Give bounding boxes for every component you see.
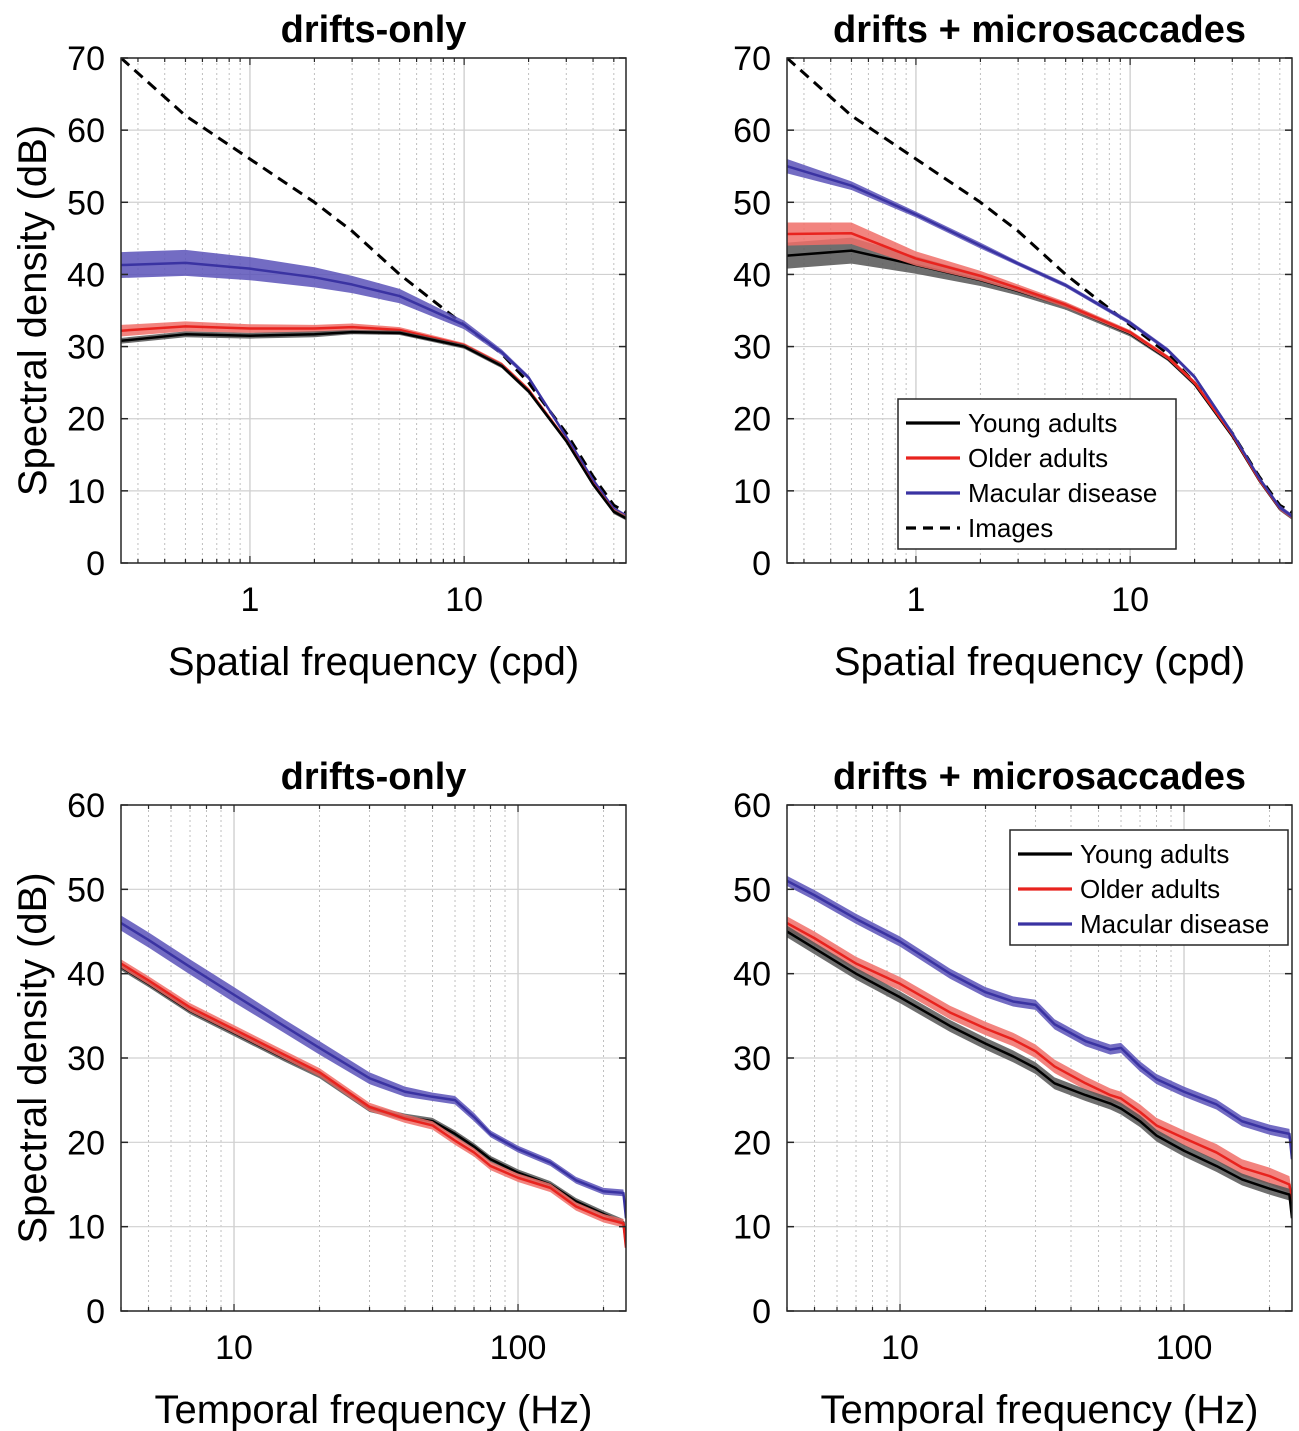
grid xyxy=(120,804,626,1312)
chart-panel-3: 0 10 20 30 40 50 60 10 100 drifts-only Temporal fr… xyxy=(11,756,627,1431)
chart-title: drifts-only xyxy=(281,756,467,798)
y-tick-label: 0 xyxy=(752,1293,771,1331)
y-tick-label: 30 xyxy=(67,329,105,367)
y-tick-label: 10 xyxy=(733,1209,771,1247)
grid xyxy=(121,57,626,564)
y-tick-label: 10 xyxy=(67,1209,105,1247)
y-tick-label: 40 xyxy=(733,256,771,294)
y-tick-label: 0 xyxy=(86,1293,105,1331)
chart-panel-4: 0 10 20 30 40 50 60 10 100 drifts + microsaccades… xyxy=(733,756,1293,1431)
x-axis-label: Temporal frequency (Hz) xyxy=(155,1388,593,1431)
y-tick-label: 10 xyxy=(67,473,105,511)
series-line xyxy=(121,922,626,1219)
series-older-adults xyxy=(121,959,626,1252)
y-tick-label: 50 xyxy=(733,871,771,909)
y-tick-label: 60 xyxy=(733,112,771,150)
y-tick-label: 0 xyxy=(752,545,771,583)
series-macular-disease xyxy=(121,915,626,1222)
series-line xyxy=(787,930,1292,1219)
chart-title: drifts + microsaccades xyxy=(833,756,1246,798)
legend: Young adults Older adults Macular disease xyxy=(1009,829,1289,946)
legend-label: Young adults xyxy=(968,408,1117,438)
x-tick-label: 10 xyxy=(881,1329,919,1367)
legend-label: Older adults xyxy=(1080,874,1220,904)
series-macular-disease xyxy=(787,875,1292,1165)
series-macular-disease xyxy=(121,249,626,519)
y-tick-label: 40 xyxy=(733,956,771,994)
y-tick-label: 20 xyxy=(67,1124,105,1162)
x-tick-label: 10 xyxy=(215,1329,253,1367)
x-tick-label: 1 xyxy=(240,581,259,619)
series-young-adults xyxy=(121,329,626,521)
error-band xyxy=(121,329,626,521)
data-area xyxy=(121,58,626,521)
y-tick-label: 20 xyxy=(733,401,771,439)
series-line xyxy=(121,261,626,518)
legend-label: Older adults xyxy=(968,443,1108,473)
x-axis-label: Spatial frequency (cpd) xyxy=(834,640,1245,684)
data-area xyxy=(121,915,626,1252)
y-axis-label: Spectral density (dB) xyxy=(11,125,55,496)
y-tick-label: 20 xyxy=(67,401,105,439)
legend-label: Macular disease xyxy=(968,478,1157,508)
y-tick-label: 40 xyxy=(67,956,105,994)
error-band xyxy=(121,959,626,1252)
chart-title: drifts + microsaccades xyxy=(833,9,1246,51)
x-tick-label: 100 xyxy=(490,1329,547,1367)
x-axis-label: Spatial frequency (cpd) xyxy=(168,640,579,684)
error-band xyxy=(121,915,626,1222)
series-line xyxy=(121,962,626,1248)
y-tick-label: 0 xyxy=(86,545,105,583)
y-tick-label: 50 xyxy=(67,184,105,222)
series-line xyxy=(787,879,1292,1160)
legend-label: Images xyxy=(968,513,1053,543)
legend-label: Macular disease xyxy=(1080,909,1269,939)
y-tick-label: 10 xyxy=(733,473,771,511)
error-band xyxy=(787,925,1292,1225)
x-tick-label: 10 xyxy=(445,581,483,619)
y-tick-label: 30 xyxy=(733,1040,771,1078)
legend: Young adults Older adults Macular disease I… xyxy=(897,398,1177,550)
legend-label: Young adults xyxy=(1080,839,1229,869)
y-tick-label: 30 xyxy=(733,329,771,367)
y-tick-label: 60 xyxy=(67,787,105,825)
series-line xyxy=(787,921,1292,1202)
x-tick-label: 100 xyxy=(1156,1329,1213,1367)
error-band xyxy=(787,875,1292,1165)
y-tick-label: 50 xyxy=(67,871,105,909)
y-tick-label: 30 xyxy=(67,1040,105,1078)
data-area xyxy=(787,58,1292,520)
y-tick-label: 40 xyxy=(67,256,105,294)
y-axis-label: Spectral density (dB) xyxy=(11,872,55,1243)
y-tick-label: 70 xyxy=(67,40,105,78)
y-tick-label: 60 xyxy=(67,112,105,150)
y-tick-label: 60 xyxy=(733,787,771,825)
x-tick-label: 10 xyxy=(1111,581,1149,619)
data-area xyxy=(787,875,1292,1225)
chart-title: drifts-only xyxy=(281,9,467,51)
axes-frame xyxy=(786,57,1293,564)
y-tick-label: 70 xyxy=(733,40,771,78)
axes-frame xyxy=(120,57,627,564)
chart-panel-2: 0 10 20 30 40 50 60 70 1 10 drifts + microsaccades… xyxy=(733,9,1293,684)
y-tick-label: 50 xyxy=(733,184,771,222)
x-axis-label: Temporal frequency (Hz) xyxy=(821,1388,1259,1431)
x-tick-label: 1 xyxy=(906,581,925,619)
y-tick-label: 20 xyxy=(733,1124,771,1162)
chart-panel-1: 0 10 20 30 40 50 60 70 1 10 drifts-only Spatial fre… xyxy=(11,9,627,684)
